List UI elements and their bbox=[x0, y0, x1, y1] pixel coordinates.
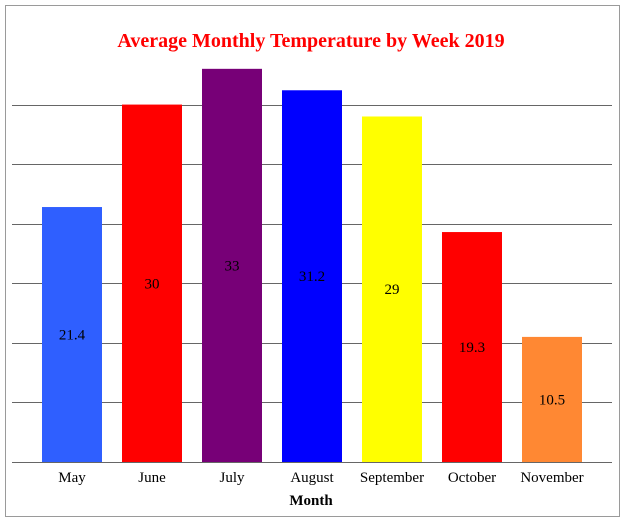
x-tick-september: September bbox=[360, 470, 424, 486]
bar-may bbox=[42, 207, 102, 462]
data-label-july: 33 bbox=[225, 258, 240, 274]
x-tick-june: June bbox=[138, 470, 166, 486]
data-label-october: 19.3 bbox=[459, 340, 485, 356]
chart-title: Average Monthly Temperature by Week 2019 bbox=[117, 30, 504, 52]
bars bbox=[42, 68, 582, 463]
x-tick-labels: May June July August September October Novembe… bbox=[58, 470, 583, 486]
bar-july bbox=[202, 68, 262, 462]
bar-september bbox=[362, 116, 422, 462]
x-tick-august: August bbox=[290, 470, 334, 486]
x-tick-november: November bbox=[520, 470, 583, 486]
bar-october bbox=[442, 232, 502, 462]
data-label-may: 21.4 bbox=[59, 328, 86, 344]
data-label-june: 30 bbox=[145, 276, 160, 292]
data-label-september: 29 bbox=[385, 282, 400, 298]
data-label-august: 31.2 bbox=[299, 269, 325, 285]
bar-november bbox=[522, 336, 582, 462]
x-tick-may: May bbox=[58, 470, 86, 486]
bar-june bbox=[122, 104, 182, 463]
x-axis-label: Month bbox=[289, 493, 333, 509]
data-labels: 21.4 30 33 31.2 29 19.3 10.5 bbox=[59, 258, 565, 408]
bar-august bbox=[282, 90, 342, 462]
data-label-november: 10.5 bbox=[539, 392, 565, 408]
x-tick-october: October bbox=[448, 470, 496, 486]
x-tick-july: July bbox=[219, 470, 245, 486]
